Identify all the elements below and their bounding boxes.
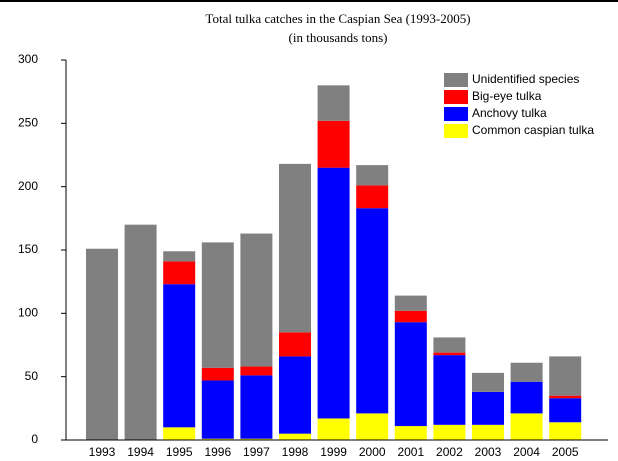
bar-segment xyxy=(279,332,311,357)
x-tick-label: 1995 xyxy=(166,445,193,459)
bar-segment xyxy=(356,185,389,209)
bar-segment xyxy=(201,242,234,368)
bar-segment xyxy=(549,395,582,399)
x-tick-label: 2003 xyxy=(475,445,502,459)
y-tick-label: 100 xyxy=(18,306,38,320)
bar-segment xyxy=(472,391,504,425)
bar-segment xyxy=(394,310,427,323)
bar-segment xyxy=(433,355,466,425)
bar-segment xyxy=(549,398,582,423)
bar-segment xyxy=(394,322,427,427)
legend-swatch xyxy=(444,73,468,87)
y-tick-label: 200 xyxy=(18,179,38,193)
x-tick-label: 1998 xyxy=(282,445,309,459)
bar-segment xyxy=(394,426,427,440)
bar-segment xyxy=(433,352,466,356)
x-tick-label: 1993 xyxy=(89,445,116,459)
bar-segment xyxy=(317,418,350,440)
x-tick-label: 1997 xyxy=(243,445,270,459)
bar-segment xyxy=(510,362,543,382)
bar-segment xyxy=(163,261,196,285)
bar-segment xyxy=(86,248,118,440)
bar-segment xyxy=(433,424,466,440)
bar-segment xyxy=(317,120,350,168)
x-tick-label: 2001 xyxy=(397,445,424,459)
x-tick-label: 1999 xyxy=(320,445,347,459)
x-tick-label: 1996 xyxy=(204,445,231,459)
bar-segment xyxy=(356,165,389,186)
x-tick-label: 2005 xyxy=(552,445,579,459)
bar-segment xyxy=(317,85,350,121)
bar-segment xyxy=(201,438,234,440)
legend-swatch xyxy=(444,107,468,121)
y-tick-label: 0 xyxy=(31,432,38,446)
bar-segment xyxy=(240,233,273,367)
bar-segment xyxy=(394,295,427,311)
y-tick-label: 50 xyxy=(25,369,39,383)
bar-segment xyxy=(124,224,157,440)
x-tick-label: 2000 xyxy=(359,445,386,459)
bar-segment xyxy=(240,438,273,440)
bar-segment xyxy=(279,163,311,333)
legend-swatch xyxy=(444,90,468,104)
legend-label: Unidentified species xyxy=(472,72,579,86)
bar-segment xyxy=(472,372,504,392)
bar-segment xyxy=(510,413,543,440)
x-tick-label: 2004 xyxy=(513,445,540,459)
legend-swatch xyxy=(444,124,468,138)
bar-segment xyxy=(201,367,234,381)
bar-segment xyxy=(240,366,273,376)
chart-title: Total tulka catches in the Caspian Sea (… xyxy=(205,11,470,26)
bar-segment xyxy=(279,433,311,440)
bar-segment xyxy=(433,337,466,353)
chart-subtitle: (in thousands tons) xyxy=(289,30,388,45)
bar-segment xyxy=(510,381,543,414)
bar-segment xyxy=(163,284,196,428)
y-tick-label: 150 xyxy=(18,242,38,256)
legend-label: Big-eye tulka xyxy=(472,89,542,103)
y-tick-label: 250 xyxy=(18,116,38,130)
bar-segment xyxy=(317,167,350,419)
bar-segment xyxy=(201,380,234,439)
bar-segment xyxy=(549,356,582,396)
bar-segment xyxy=(356,208,389,414)
bar-segment xyxy=(163,251,196,262)
x-tick-label: 2002 xyxy=(436,445,463,459)
bar-segment xyxy=(472,424,504,440)
bar-segment xyxy=(549,422,582,440)
x-tick-label: 1994 xyxy=(127,445,154,459)
y-tick-label: 300 xyxy=(18,52,38,66)
bar-segment xyxy=(240,375,273,439)
bar-segment xyxy=(163,427,196,440)
legend-label: Anchovy tulka xyxy=(472,106,547,120)
bar-segment xyxy=(356,413,389,440)
legend-label: Common caspian tulka xyxy=(472,123,594,137)
bar-segment xyxy=(279,356,311,434)
